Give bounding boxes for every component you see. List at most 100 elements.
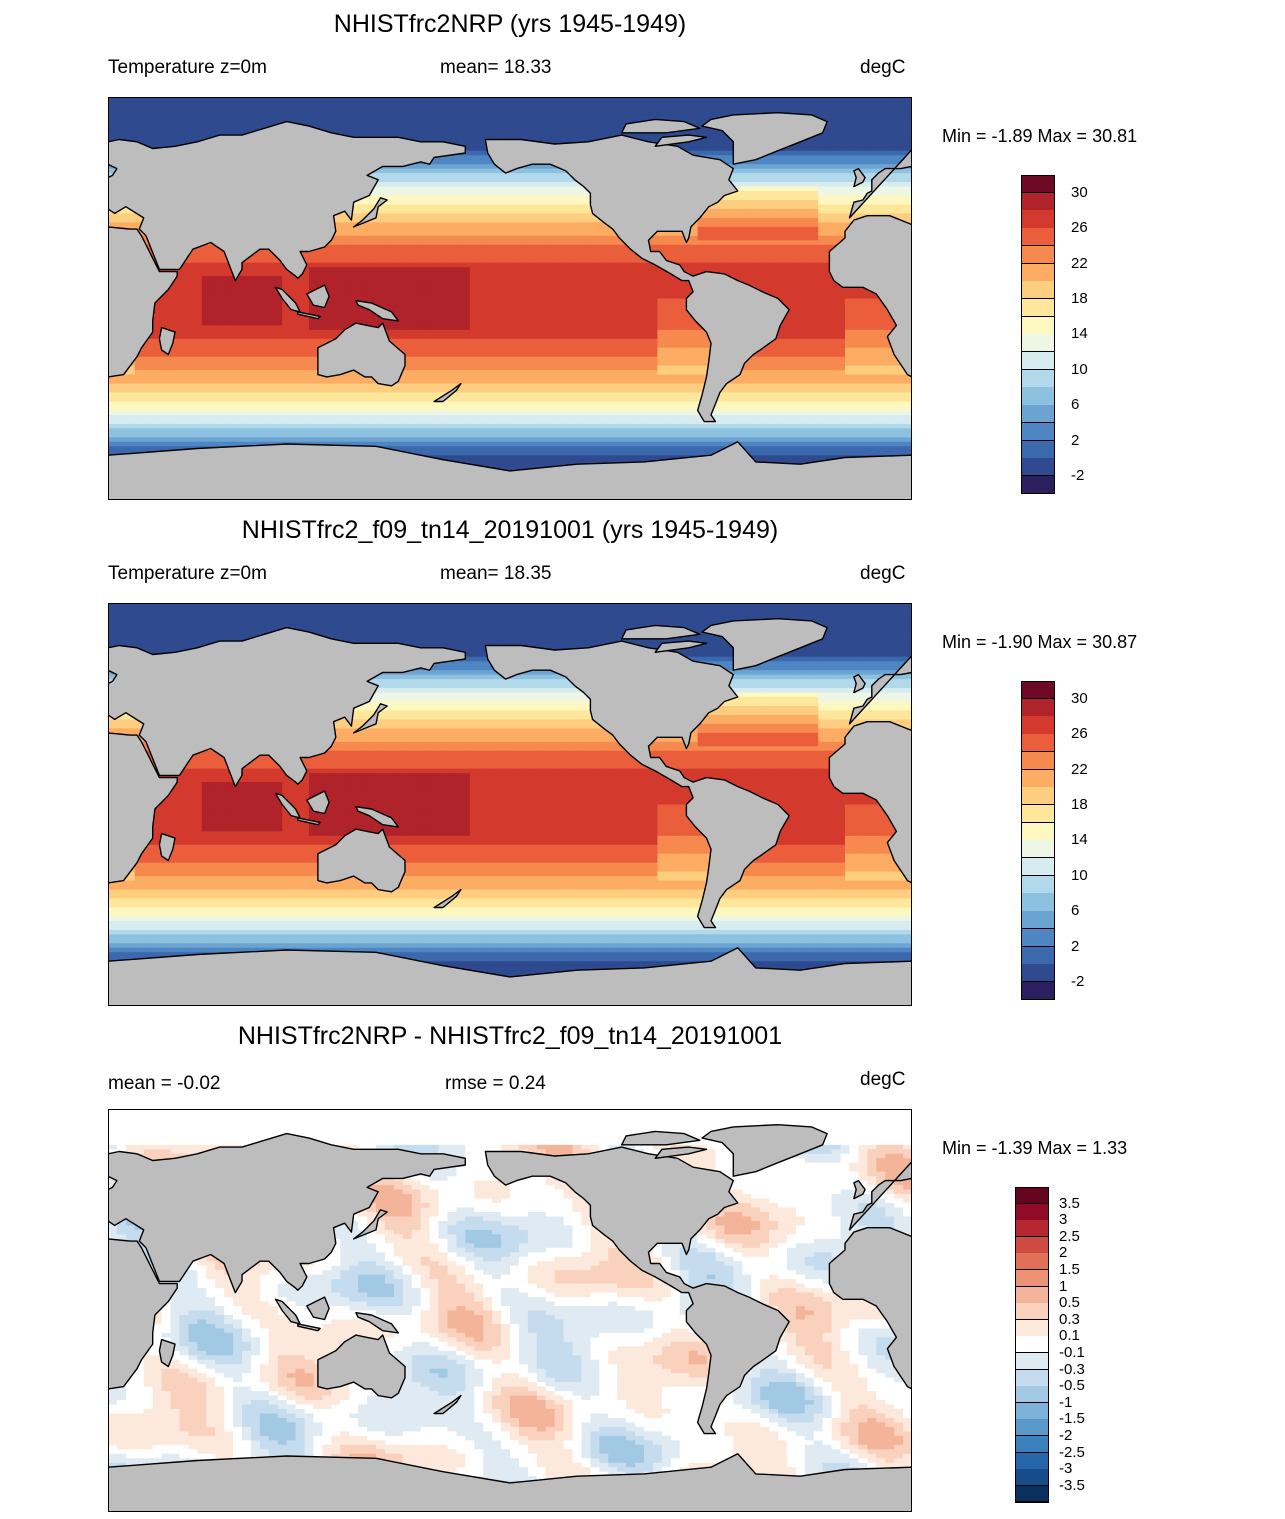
colorbar-swatch <box>1021 263 1055 282</box>
land-polygon <box>108 626 466 788</box>
colorbar-label: 1.5 <box>1059 1261 1080 1278</box>
panel-title: NHISTfrc2NRP - NHISTfrc2_f09_tn14_201910… <box>237 1022 783 1050</box>
colorbar-swatch <box>1021 681 1055 700</box>
colorbar-label: 26 <box>1071 725 1088 743</box>
land-polygon <box>828 215 912 378</box>
colorbar-label: -0.3 <box>1059 1360 1085 1378</box>
difference-map <box>108 1109 912 1512</box>
map-frame <box>108 603 912 1006</box>
colorbar-label: 0.1 <box>1059 1327 1080 1345</box>
mean-label: mean= 18.33 <box>440 57 552 78</box>
min-max-label: Min = -1.89 Max = 30.81 <box>942 126 1138 146</box>
colorbar-label: -0.1 <box>1059 1344 1085 1361</box>
colorbar-swatch <box>1015 1303 1049 1321</box>
colorbar-label: 0.5 <box>1059 1294 1080 1312</box>
colorbar-swatch <box>1021 475 1055 495</box>
land-polygon <box>317 828 406 893</box>
land-masses <box>108 618 912 1006</box>
land-polygon <box>828 1227 912 1390</box>
colorbar-swatch <box>1021 405 1055 424</box>
colorbar-swatch <box>1015 1336 1049 1354</box>
colorbar-label: 0.3 <box>1059 1310 1080 1328</box>
land-polygon <box>108 947 912 1006</box>
land-polygon <box>108 120 466 282</box>
panel-title: NHISTfrc2NRP (yrs 1945-1949) <box>333 10 687 38</box>
colorbar-swatch <box>1021 804 1055 824</box>
land-polygon <box>828 721 912 884</box>
min-max-label: Min = -1.90 Max = 30.87 <box>942 632 1138 652</box>
colorbar-label: 6 <box>1071 396 1080 414</box>
panel-title: NHISTfrc2_f09_tn14_20191001 (yrs 1945-19… <box>241 516 779 544</box>
colorbar-swatch <box>1021 698 1055 717</box>
colorbar-label: 22 <box>1071 254 1088 272</box>
colorbar-label: 30 <box>1071 689 1088 707</box>
land-polygon <box>433 382 462 403</box>
temperature-map <box>108 603 912 1006</box>
colorbar-swatch <box>1021 946 1055 965</box>
colorbar-label: 3 <box>1059 1211 1068 1229</box>
colorbar-swatch <box>1015 1236 1049 1254</box>
units-label: degC <box>860 57 906 78</box>
colorbar-label: -2.5 <box>1059 1443 1085 1461</box>
colorbar-swatch <box>1021 440 1055 459</box>
colorbar-label: 30 <box>1071 183 1088 201</box>
colorbar-swatch <box>1021 387 1055 406</box>
colorbar-swatch <box>1021 981 1055 1001</box>
land-masses <box>108 112 912 500</box>
land-polygon <box>108 226 178 378</box>
colorbar-swatch <box>1021 751 1055 770</box>
land-polygon <box>353 703 388 734</box>
colorbar-swatch <box>1015 1220 1049 1238</box>
land-polygon <box>297 817 321 826</box>
land-polygon <box>621 1130 701 1146</box>
colorbar-label: 2.5 <box>1059 1227 1080 1245</box>
colorbar-label: 18 <box>1071 795 1088 813</box>
colorbar-swatch <box>1015 1419 1049 1437</box>
land-polygon <box>484 640 790 929</box>
land-polygon <box>853 1179 866 1200</box>
land-polygon <box>353 197 388 228</box>
land-masses <box>108 1124 912 1512</box>
colorbar-swatch <box>1021 858 1055 877</box>
colorbar-label: 2 <box>1071 431 1080 449</box>
colorbar-swatch <box>1021 228 1055 247</box>
colorbar-label: -3.5 <box>1059 1476 1085 1494</box>
colorbar-swatch <box>1015 1369 1049 1387</box>
land-polygon <box>355 806 399 828</box>
colorbar-label: 2 <box>1059 1244 1068 1262</box>
colorbar-swatch <box>1021 875 1055 894</box>
colorbar-label: 22 <box>1071 760 1088 778</box>
colorbar-swatch <box>1015 1452 1049 1470</box>
colorbar-swatch <box>1021 352 1055 371</box>
units-label: degC <box>860 1069 906 1090</box>
land-polygon <box>621 624 701 640</box>
units-label: degC <box>860 563 906 584</box>
land-polygon <box>853 673 866 694</box>
rmse-label: rmse = 0.24 <box>445 1073 546 1094</box>
colorbar-swatch <box>1015 1485 1049 1503</box>
land-polygon <box>158 1338 176 1368</box>
colorbar-swatch <box>1021 822 1055 841</box>
land-polygon <box>654 1146 708 1159</box>
land-polygon <box>108 1132 466 1294</box>
colorbar-label: -2 <box>1059 1427 1073 1444</box>
variable-label: Temperature z=0m <box>108 563 267 584</box>
land-polygon <box>108 1453 912 1512</box>
land-polygon <box>317 322 406 387</box>
colorbar-swatch <box>1015 1203 1049 1221</box>
land-polygon <box>355 300 399 322</box>
colorbar-swatch <box>1021 734 1055 753</box>
colorbar-swatch <box>1021 964 1055 983</box>
land-polygon <box>848 1153 912 1231</box>
colorbar-swatch <box>1021 840 1055 859</box>
land-polygon <box>848 647 912 725</box>
colorbar-swatch <box>1015 1436 1049 1454</box>
land-polygon <box>306 790 330 815</box>
panel-3: NHISTfrc2NRP - NHISTfrc2_f09_tn14_201910… <box>0 1012 1285 1518</box>
colorbar-swatch <box>1021 893 1055 912</box>
colorbar-swatch <box>1015 1253 1049 1271</box>
colorbar-swatch <box>1021 928 1055 947</box>
colorbar-swatch <box>1015 1187 1049 1205</box>
land-polygon <box>484 1146 790 1435</box>
land-polygon <box>317 1334 406 1399</box>
